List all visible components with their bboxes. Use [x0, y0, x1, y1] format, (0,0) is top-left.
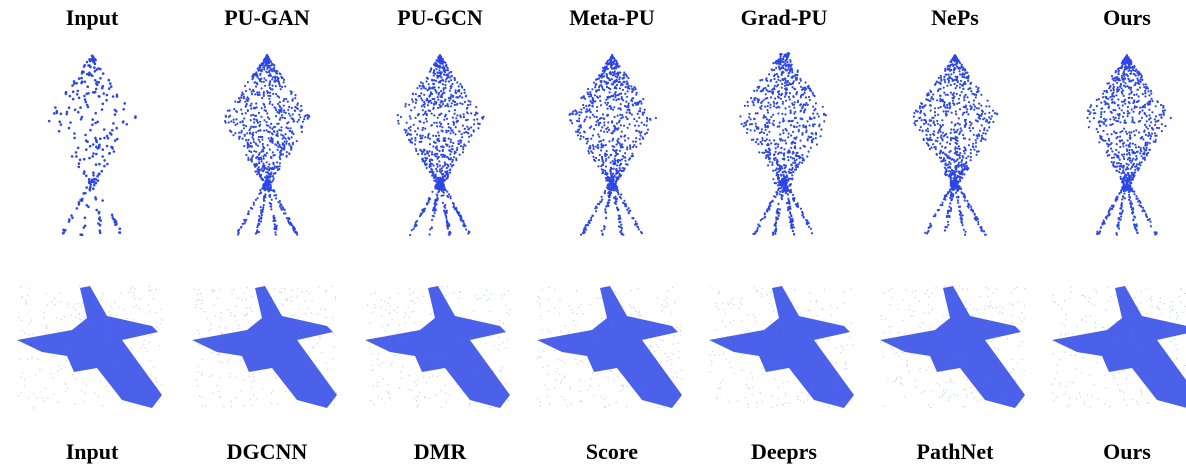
column-label: Meta-PU	[569, 5, 655, 30]
points	[398, 55, 484, 235]
lamp-cloud	[225, 55, 309, 235]
airplane-body	[1052, 286, 1186, 408]
airplane-cloud	[1052, 286, 1186, 408]
column-label: NePs	[931, 5, 979, 30]
column-label: PU-GAN	[224, 5, 310, 30]
airplane-cloud	[537, 286, 682, 408]
point-clouds	[17, 53, 1186, 408]
lamp-cloud	[570, 55, 656, 235]
column-label: Ours	[1103, 5, 1151, 30]
column-label: PU-GCN	[397, 5, 483, 30]
lamp-cloud	[740, 53, 826, 235]
airplane-body	[192, 286, 337, 408]
airplane-body	[537, 286, 682, 408]
column-label: DMR	[414, 439, 468, 464]
airplane-cloud	[365, 286, 510, 408]
airplane-cloud	[880, 286, 1025, 408]
column-label: Ours	[1103, 439, 1151, 464]
lamp-cloud	[49, 56, 135, 235]
lamp-cloud	[398, 55, 484, 235]
column-label: DGCNN	[227, 439, 308, 464]
lamp-cloud	[1088, 55, 1171, 234]
airplane-cloud	[17, 286, 162, 408]
airplane-cloud	[192, 286, 337, 408]
airplane-cloud	[709, 286, 854, 408]
airplane-body	[880, 286, 1025, 408]
points	[570, 55, 656, 235]
column-label: Grad-PU	[741, 5, 828, 30]
points	[225, 55, 309, 235]
column-label: PathNet	[917, 439, 995, 464]
points	[914, 55, 997, 235]
airplane-body	[709, 286, 854, 408]
column-label: Deeprs	[751, 439, 817, 464]
points	[1088, 55, 1171, 234]
airplane-body	[365, 286, 510, 408]
airplane-body	[17, 286, 162, 408]
column-label: Score	[586, 439, 638, 464]
column-label: Input	[66, 439, 119, 464]
lamp-cloud	[914, 55, 997, 235]
figure: Input PU-GAN PU-GCN Meta-PU Grad-PU NePs Ours I…	[0, 0, 1186, 466]
column-label: Input	[66, 5, 119, 30]
points	[740, 53, 826, 235]
points	[49, 56, 135, 235]
